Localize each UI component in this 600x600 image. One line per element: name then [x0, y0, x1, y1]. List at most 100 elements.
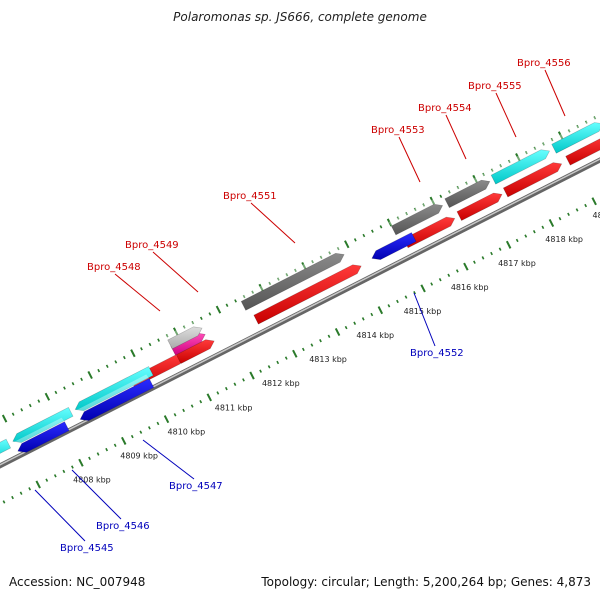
tick-mark: [242, 294, 246, 299]
tick-mark: [584, 120, 588, 124]
gene-bpro-4551-feature[interactable]: [238, 246, 345, 311]
gene-bpro-4545[interactable]: [0, 435, 12, 463]
tick-mark: [2, 500, 6, 504]
tick-mark: [448, 190, 451, 194]
tick-mark: [438, 277, 442, 282]
genome-backbone-highlight: [0, 158, 600, 466]
tick-mark: [379, 225, 383, 229]
tick-mark: [386, 218, 393, 227]
gene-bpro-4549-feature[interactable]: [164, 319, 203, 350]
accession-label: Accession: NC_007948: [9, 575, 146, 589]
tick-mark: [259, 369, 262, 373]
tick-mark: [163, 415, 170, 424]
tick-mark: [121, 436, 127, 445]
gene-bpro-4553-feature[interactable]: [388, 197, 444, 236]
gene-label-text: Bpro_4555: [468, 81, 522, 92]
gene-label-text: Bpro_4551: [223, 191, 277, 202]
tick-mark: [78, 458, 84, 467]
gene-bpro-4553[interactable]: [400, 209, 456, 249]
tick-mark: [490, 251, 493, 256]
tick-mark: [310, 343, 314, 347]
tick-mark: [301, 347, 305, 352]
tick-mark: [285, 273, 289, 277]
tick-mark: [80, 377, 83, 382]
gene-bpro-4551[interactable]: [250, 257, 362, 325]
tick-label: 4811 kbp: [215, 403, 253, 412]
tick-mark: [208, 312, 212, 316]
tick-mark: [505, 240, 512, 249]
gene-label-bpro-4549[interactable]: Bpro_4549: [125, 240, 199, 293]
tick-mark: [387, 304, 391, 308]
gene-bpro-4556-feature[interactable]: [548, 115, 600, 154]
tick-mark: [524, 234, 528, 238]
gene-label-bpro-4552[interactable]: Bpro_4552: [410, 292, 464, 359]
gene-label-bpro-4556[interactable]: Bpro_4556: [517, 58, 571, 117]
tick-mark: [319, 338, 322, 343]
tick-mark: [20, 408, 24, 412]
tick-mark: [473, 260, 476, 264]
tick-mark: [371, 229, 374, 233]
inner-tick-row: [2, 197, 597, 504]
tick-mark: [97, 368, 101, 373]
tick-label: 4817 kbp: [498, 259, 536, 268]
gene-bpro-4552[interactable]: [366, 228, 417, 260]
genome-summary: Topology: circular; Length: 5,200,264 bp…: [261, 575, 591, 589]
gene-bpro-4555-feature[interactable]: [488, 142, 550, 185]
tick-mark: [490, 168, 494, 172]
tick-mark: [165, 334, 169, 338]
tick-mark: [404, 295, 408, 299]
gene-bpro-4554-feature[interactable]: [441, 172, 491, 209]
tick-mark: [334, 327, 341, 336]
gene-label-bpro-4554[interactable]: Bpro_4554: [418, 103, 472, 160]
gene-bpro-4546-cds[interactable]: [12, 417, 70, 453]
leader-line: [495, 92, 517, 138]
tick-mark: [465, 181, 468, 185]
tick-mark: [362, 233, 366, 238]
gene-label-bpro-4547[interactable]: Bpro_4547: [142, 439, 223, 492]
tick-mark: [319, 255, 323, 260]
tick-mark: [182, 325, 186, 329]
tick-mark: [499, 164, 503, 168]
tick-mark: [377, 306, 384, 315]
tick-mark: [71, 382, 75, 386]
leader-line: [250, 202, 296, 244]
tick-mark: [28, 487, 32, 491]
tick-mark: [71, 465, 74, 469]
tick-mark: [541, 225, 545, 230]
gene-label-bpro-4553[interactable]: Bpro_4553: [371, 125, 425, 183]
gene-label-bpro-4551[interactable]: Bpro_4551: [223, 191, 296, 244]
tick-mark: [139, 430, 143, 434]
gene-bpro-4547[interactable]: [69, 362, 154, 412]
gene-label-bpro-4548[interactable]: Bpro_4548: [87, 262, 161, 312]
tick-mark: [216, 391, 220, 395]
genome-backbone: [0, 157, 600, 469]
tick-mark: [276, 277, 280, 281]
tick-mark: [11, 412, 15, 416]
tick-mark: [199, 399, 203, 404]
gene-bpro-4547-cds[interactable]: [74, 374, 155, 421]
tick-mark: [130, 434, 134, 439]
tick-mark: [447, 273, 451, 278]
gene-label-bpro-4545[interactable]: Bpro_4545: [34, 489, 114, 554]
gene-label-bpro-4555[interactable]: Bpro_4555: [468, 81, 522, 138]
leader-line: [413, 292, 436, 347]
tick-mark: [524, 151, 528, 155]
tick-labels: 4808 kbp 4809 kbp 4810 kbp 4811 kbp 4812 kbp…: [73, 211, 600, 485]
tick-mark: [353, 238, 357, 242]
gene-bpro-4555[interactable]: [500, 155, 563, 198]
tick-mark: [542, 142, 545, 146]
tick-mark: [576, 124, 580, 129]
gene-label-bpro-4546[interactable]: Bpro_4546: [71, 469, 150, 532]
tick-mark: [575, 208, 579, 212]
tick-mark: [37, 399, 41, 403]
gene-bpro-4554[interactable]: [453, 185, 503, 221]
gene-bpro-4546[interactable]: [7, 403, 74, 443]
tick-mark: [114, 360, 118, 364]
tick-mark: [294, 268, 297, 273]
tick-mark: [157, 338, 160, 342]
tick-label: 4815 kbp: [404, 307, 442, 316]
tick-label: 4808 kbp: [73, 475, 111, 484]
tick-mark: [370, 312, 374, 317]
tick-mark: [190, 404, 194, 408]
gene-label-text: Bpro_4547: [169, 481, 223, 492]
